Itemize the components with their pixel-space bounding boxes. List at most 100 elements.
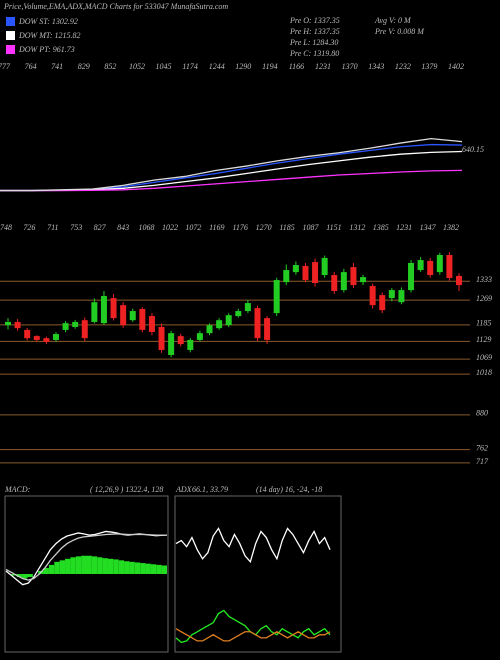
legend-swatch <box>6 45 15 54</box>
candle-body <box>33 336 40 340</box>
macd-bar <box>134 562 141 574</box>
candle-body <box>273 280 280 314</box>
macd-bar <box>161 565 167 574</box>
candle-body <box>360 277 367 283</box>
legend-label: DOW MT: 1215.82 <box>18 31 81 40</box>
price-top-label: 1176 <box>233 223 248 232</box>
ema-top-label: 1052 <box>129 62 145 71</box>
adx-title: ADX <box>175 485 193 494</box>
macd-bar <box>16 574 23 578</box>
candle-body <box>398 290 405 303</box>
candle-body <box>283 270 290 283</box>
candle-body <box>331 275 338 291</box>
candle-body <box>91 302 98 322</box>
candle-body <box>139 308 146 330</box>
candle-body <box>120 305 127 326</box>
candle-body <box>379 295 386 311</box>
candle-body <box>427 260 434 276</box>
price-top-label: 827 <box>94 223 107 232</box>
candle-body <box>302 265 309 281</box>
price-top-label: 753 <box>70 223 82 232</box>
candle-body <box>110 298 117 319</box>
info-text: Pre O: 1337.35 <box>289 16 340 25</box>
ema-top-label: 829 <box>78 62 90 71</box>
price-top-label: 711 <box>47 223 58 232</box>
price-top-label: 1312 <box>349 223 365 232</box>
candle-body <box>264 318 271 340</box>
candle-body <box>254 308 261 339</box>
candle-body <box>350 267 357 286</box>
series-line <box>5 533 167 581</box>
ema-top-label: 1379 <box>421 62 437 71</box>
macd-bar <box>156 564 162 574</box>
candle-body <box>244 303 251 312</box>
ema-top-label: 764 <box>25 62 37 71</box>
level-label: 1069 <box>476 353 492 362</box>
macd-bar <box>129 561 135 574</box>
legend-swatch <box>6 31 15 40</box>
ema-annotation: 640.15 <box>462 145 484 154</box>
level-label: 717 <box>476 457 489 466</box>
adx-values: 66.1, 33.79 <box>192 485 228 494</box>
ema-top-label: 1244 <box>209 62 225 71</box>
level-label: 1333 <box>476 275 492 284</box>
info-text: Avg V: 0 M <box>374 16 412 25</box>
candle-body <box>312 262 319 284</box>
candle-body <box>81 320 88 339</box>
ema-top-label: 852 <box>104 62 116 71</box>
candle-body <box>14 321 21 329</box>
macd-bar <box>97 557 103 574</box>
ema-top-label: 1232 <box>395 62 411 71</box>
level-label: 1185 <box>476 319 491 328</box>
macd-bar <box>86 555 92 574</box>
macd-bar <box>11 574 17 576</box>
price-top-label: 1231 <box>396 223 412 232</box>
macd-bar <box>48 564 55 574</box>
macd-bar <box>43 567 49 574</box>
candle-body <box>148 316 155 332</box>
candle-body <box>168 333 175 355</box>
price-top-label: 1347 <box>420 223 437 232</box>
macd-bar <box>118 560 125 574</box>
candle-body <box>369 285 376 306</box>
macd-bar <box>81 555 87 574</box>
candle-body <box>187 339 194 350</box>
series-line <box>175 527 331 564</box>
candle-body <box>216 320 223 329</box>
legend-label: DOW PT: 961.73 <box>18 45 75 54</box>
candle-body <box>446 255 453 279</box>
adx-params: (14 day) 16, -24, -18 <box>256 485 322 494</box>
candle-body <box>388 290 395 299</box>
ema-top-label: 1343 <box>368 62 384 71</box>
ema-top-label: 1194 <box>262 62 277 71</box>
candle-body <box>340 272 347 291</box>
candle-body <box>456 275 462 286</box>
macd-bar <box>102 558 108 574</box>
ema-top-label: 1402 <box>448 62 464 71</box>
ema-top-label: 777 <box>0 62 11 71</box>
ema-top-label: 741 <box>51 62 63 71</box>
info-text: Pre L: 1284.30 <box>289 38 338 47</box>
candle-body <box>235 311 242 317</box>
macd-bar <box>124 561 130 574</box>
candle-body <box>62 323 69 330</box>
price-top-label: 726 <box>23 223 35 232</box>
macd-bar <box>75 556 82 574</box>
level-label: 1129 <box>476 335 491 344</box>
legend-swatch <box>6 17 15 26</box>
macd-bar <box>145 563 151 574</box>
info-text: Pre V: 0.008 M <box>374 27 425 36</box>
macd-bar <box>107 558 114 574</box>
info-text: Pre H: 1337.35 <box>289 27 340 36</box>
ema-top-label: 1231 <box>315 62 331 71</box>
price-top-label: 1169 <box>209 223 224 232</box>
ema-top-label: 1370 <box>342 62 358 71</box>
ema-top-label: 1045 <box>156 62 172 71</box>
price-top-label: 1022 <box>162 223 178 232</box>
macd-bar <box>65 558 71 574</box>
ema-top-label: 1290 <box>235 62 251 71</box>
price-top-label: 843 <box>117 223 129 232</box>
level-label: 880 <box>476 409 488 418</box>
series-line <box>175 628 331 642</box>
